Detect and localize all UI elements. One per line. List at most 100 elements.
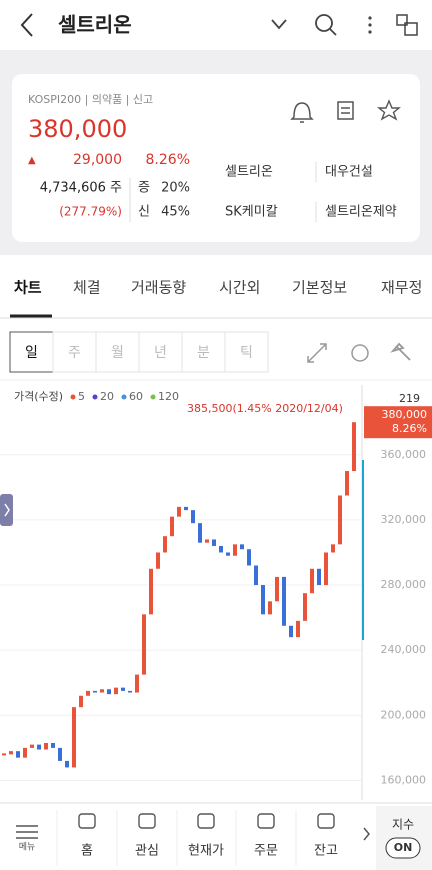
period-label: 틱 [240, 345, 253, 361]
related-stock[interactable]: SK케미칼 [225, 205, 278, 220]
legend-dot [121, 394, 127, 400]
candle [65, 760, 69, 768]
legend-label: 5 [78, 390, 85, 403]
candle [58, 747, 62, 761]
margin-value: 45% [161, 205, 190, 220]
candle [149, 568, 153, 615]
candle [44, 743, 48, 750]
back-button[interactable] [20, 13, 33, 37]
count-label: 219 [399, 392, 420, 405]
legend-dot [150, 394, 156, 400]
legend-label: 120 [158, 390, 179, 403]
candle [142, 614, 146, 675]
tab[interactable]: 거래동향 [131, 279, 186, 297]
bell-icon[interactable] [290, 102, 314, 123]
candle [2, 753, 6, 756]
legend-label: 60 [129, 390, 143, 403]
candle [352, 422, 356, 472]
more-icon[interactable] [368, 16, 372, 34]
candle [156, 552, 160, 569]
candle [226, 552, 230, 556]
y-tick-label: 160,000 [381, 773, 427, 786]
candle [170, 516, 174, 537]
legend-dot [70, 394, 76, 400]
change: 29,000 [73, 152, 122, 168]
nav-label[interactable]: 홈 [81, 844, 93, 859]
dropdown[interactable] [271, 19, 287, 30]
candle [205, 539, 209, 543]
nav-label[interactable]: 주문 [254, 844, 278, 859]
last-rate: 8.26% [392, 422, 427, 435]
favorite-icon[interactable] [377, 99, 401, 121]
candle [191, 510, 195, 524]
candle [282, 576, 286, 626]
memo-icon[interactable] [337, 101, 354, 120]
side-handle[interactable] [0, 494, 13, 526]
high-label: 385,500(1.45% 2020/12/04) [187, 402, 343, 415]
nav-label[interactable]: 관심 [135, 844, 159, 859]
candle [268, 601, 272, 615]
volume-rate: (277.79%) [59, 205, 122, 219]
tab[interactable]: 재무정 [381, 279, 422, 297]
price-chart: 160,000 200,000 240,000 280,000 320,000 360,0… [0, 390, 432, 786]
stock-title: 셀트리온 [58, 13, 132, 37]
tab-bar: 차트 체결 거래동향 시간외 기본정보 재무정 [14, 279, 422, 297]
candle [30, 744, 34, 748]
candle [233, 544, 237, 556]
candle [240, 544, 244, 550]
period-button[interactable] [181, 331, 226, 373]
period-label: 월 [111, 345, 124, 361]
candle [275, 576, 279, 602]
related-stock[interactable]: 셀트리온제약 [325, 205, 397, 220]
split-icon[interactable] [396, 14, 418, 36]
candle [317, 568, 321, 586]
expand-icon[interactable] [307, 343, 327, 363]
index-toggle[interactable] [385, 837, 421, 859]
search-icon[interactable] [315, 14, 337, 36]
bottom-nav-bg [0, 803, 432, 870]
nav-label[interactable]: 잔고 [314, 844, 338, 859]
candle [219, 545, 223, 553]
settings-icon[interactable] [351, 344, 369, 362]
y-tick-label: 360,000 [381, 448, 427, 461]
index-toggle-label: ON [394, 841, 413, 854]
nav-label[interactable]: 메뉴 [19, 842, 36, 853]
nav-icon [78, 813, 96, 829]
candle [107, 689, 111, 695]
period-button[interactable] [138, 331, 183, 373]
period-button[interactable] [224, 331, 269, 373]
y-tick-label: 200,000 [381, 708, 427, 721]
period-button[interactable] [95, 331, 140, 373]
candle [310, 568, 314, 594]
tab[interactable]: 차트 [14, 279, 42, 297]
related-stock[interactable]: 대우건설 [325, 165, 373, 180]
candle [16, 751, 20, 758]
candle [261, 585, 265, 615]
nav-more[interactable] [363, 827, 370, 841]
tab[interactable]: 체결 [73, 279, 101, 297]
nav-icon [257, 813, 275, 829]
nav-icon [138, 813, 156, 829]
period-button[interactable] [9, 331, 54, 373]
nav-label[interactable]: 현재가 [188, 844, 224, 859]
market-info: KOSPI200 | 의약품 | 신고 [28, 92, 153, 106]
tab[interactable]: 시간외 [219, 279, 260, 297]
period-button[interactable] [52, 331, 97, 373]
margin-label: 신 [138, 205, 150, 220]
tool-icon[interactable] [390, 342, 411, 361]
volume: 4,734,606 주 [40, 181, 122, 196]
period-label: 주 [68, 345, 81, 361]
candle [37, 744, 41, 750]
tab[interactable]: 기본정보 [292, 279, 347, 297]
period-label: 일 [25, 345, 38, 361]
candle [247, 549, 251, 566]
period-label: 년 [154, 345, 167, 361]
period-label: 분 [197, 345, 210, 361]
candle [338, 495, 342, 545]
candle [128, 690, 132, 693]
candle [212, 539, 216, 546]
related-stock[interactable]: 셀트리온 [225, 165, 273, 180]
last-price: 380,000 [382, 408, 428, 421]
